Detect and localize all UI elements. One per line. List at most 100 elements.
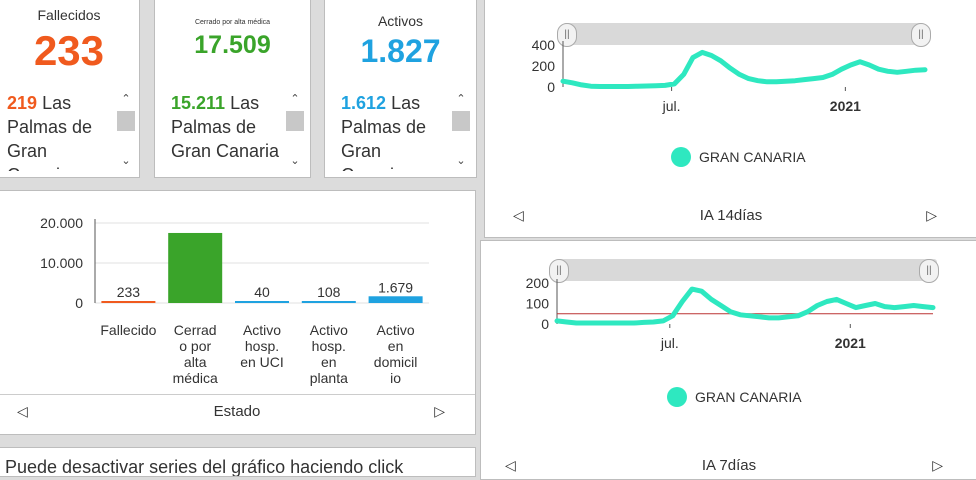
bar-data-label: 233 (117, 284, 141, 300)
bar (235, 301, 289, 303)
next-arrow-icon[interactable]: ▷ (434, 403, 445, 419)
ia7-legend[interactable]: GRAN CANARIA (667, 387, 802, 407)
x-tick-label: Activo (377, 322, 415, 338)
x-tick-label: en (321, 354, 337, 370)
x-tick-label: hosp. (245, 338, 279, 354)
ia14-legend[interactable]: GRAN CANARIA (671, 147, 806, 167)
kpi-title: Fallecidos (37, 7, 101, 23)
x-tick-label: en (388, 338, 404, 354)
next-arrow-icon[interactable]: ▷ (932, 457, 943, 473)
x-tick-label: domicil (374, 354, 418, 370)
x-tick-label: hosp. (312, 338, 346, 354)
range-slider-handle-right[interactable]: || (919, 259, 939, 283)
ia14-chart-card: || || 0 200 400 jul. 2021 GRAN CANARIA ◁ IA … (484, 0, 976, 238)
kpi-scrollbar[interactable]: ⌃ ⌄ (115, 91, 137, 169)
ia7-line-chart: 0 100 200 jul. 2021 (526, 275, 936, 351)
legend-dot-icon (667, 387, 687, 407)
bar (101, 301, 156, 303)
prev-arrow-icon[interactable]: ◁ (505, 457, 516, 473)
y-tick-label: 400 (532, 37, 556, 53)
next-arrow-icon[interactable]: ▷ (926, 207, 937, 223)
kpi-value: 17.509 (194, 31, 271, 59)
y-tick-label: 20.000 (40, 215, 83, 231)
info-card: Puede desactivar series del gráfico haci… (0, 447, 476, 477)
ia14-label: IA 14días (699, 207, 763, 224)
x-tick-label: o por (179, 338, 211, 354)
ia14-line-chart: 0 200 400 jul. 2021 (532, 37, 928, 114)
y-tick-label: 0 (547, 79, 555, 95)
y-tick-label: 200 (532, 58, 556, 74)
range-slider-handle-left[interactable]: || (549, 259, 569, 283)
info-text: Puede desactivar series del gráfico haci… (5, 457, 404, 477)
estado-axis-label: Estado (213, 403, 261, 420)
prev-arrow-icon[interactable]: ◁ (513, 207, 524, 223)
y-tick-label: 200 (526, 275, 550, 291)
kpi-value: 1.827 (360, 33, 441, 69)
legend-dot-icon (671, 147, 691, 167)
estado-chart-card: 0 10.000 20.000 233 Fallecido Cerrad o por alta… (0, 190, 476, 435)
kpi-breakdown-list: 15.211 Las Palmas de Gran Canaria (171, 91, 283, 171)
kpi-breakdown-label: Las Palmas de Gran Canaria (7, 93, 93, 171)
scroll-up-icon[interactable]: ⌃ (121, 93, 131, 105)
x-tick-label: en UCI (240, 354, 284, 370)
scroll-down-icon[interactable]: ⌄ (121, 155, 131, 167)
bar-data-label: 108 (317, 284, 341, 300)
kpi-breakdown-value: 15.211 (171, 93, 226, 113)
scroll-thumb[interactable] (286, 111, 304, 131)
x-tick-label: io (390, 370, 401, 386)
bar (301, 301, 356, 303)
kpi-card-activos: Activos 1.827 1.612 Las Palmas de Gran C… (324, 0, 477, 178)
scroll-thumb[interactable] (117, 111, 135, 131)
x-tick-label: médica (173, 370, 218, 386)
kpi-breakdown-value: 1.612 (341, 93, 387, 113)
x-tick-label: 2021 (830, 98, 861, 114)
x-tick-label: planta (310, 370, 348, 386)
range-slider[interactable] (563, 23, 923, 45)
y-tick-label: 10.000 (40, 255, 83, 271)
range-slider[interactable] (557, 259, 937, 281)
x-tick-label: Cerrad (174, 322, 217, 338)
x-tick-label: jul. (662, 98, 681, 114)
kpi-scrollbar[interactable]: ⌃ ⌄ (284, 91, 306, 169)
legend-label: GRAN CANARIA (695, 389, 802, 405)
y-tick-label: 0 (75, 295, 83, 311)
ia7-label: IA 7días (701, 457, 757, 474)
scroll-thumb[interactable] (452, 111, 470, 131)
scroll-down-icon[interactable]: ⌄ (456, 155, 466, 167)
bar (168, 232, 223, 303)
kpi-breakdown-label: Las Palmas de Gran Canaria (341, 93, 427, 171)
kpi-breakdown-list: 219 Las Palmas de Gran Canaria (7, 91, 115, 171)
estado-navigation: ◁ Estado ▷ (0, 394, 475, 429)
kpi-title: Cerrado por alta médica (194, 19, 271, 26)
range-slider-handle-right[interactable]: || (911, 23, 931, 47)
scroll-down-icon[interactable]: ⌄ (290, 155, 300, 167)
ia14-navigation: ◁ IA 14días ▷ (485, 199, 976, 233)
range-slider-handle-left[interactable]: || (557, 23, 577, 47)
bar-data-label: 40 (254, 284, 270, 300)
kpi-breakdown-list: 1.612 Las Palmas de Gran Canaria (341, 91, 449, 171)
kpi-title: Activos (377, 13, 424, 29)
bar-data-label: 1.679 (378, 279, 413, 295)
kpi-card-cerrado: Cerrado por alta médica 17.509 15.211 La… (154, 0, 311, 178)
scroll-up-icon[interactable]: ⌃ (290, 93, 300, 105)
y-tick-label: 0 (541, 316, 549, 332)
x-tick-label: alta (184, 354, 207, 370)
x-tick-label: Activo (243, 322, 281, 338)
prev-arrow-icon[interactable]: ◁ (17, 403, 28, 419)
kpi-scrollbar[interactable]: ⌃ ⌄ (450, 91, 472, 169)
kpi-breakdown-label: Las Palmas de Gran Canaria (171, 93, 280, 161)
y-tick-label: 100 (526, 296, 550, 312)
scroll-up-icon[interactable]: ⌃ (456, 93, 466, 105)
x-tick-label: Activo (310, 322, 348, 338)
series-line (560, 49, 928, 89)
series-line (554, 286, 936, 326)
bar (368, 296, 423, 303)
kpi-breakdown-value: 219 (7, 93, 38, 113)
kpi-card-fallecidos: Fallecidos 233 219 Las Palmas de Gran Ca… (0, 0, 140, 178)
x-tick-label: 2021 (835, 335, 866, 351)
ia7-navigation: ◁ IA 7días ▷ (481, 449, 976, 479)
legend-label: GRAN CANARIA (699, 149, 806, 165)
kpi-value: 233 (33, 27, 105, 74)
x-tick-label: Fallecido (100, 322, 156, 338)
estado-bar-chart: 0 10.000 20.000 233 Fallecido Cerrado poralta… (40, 215, 429, 386)
